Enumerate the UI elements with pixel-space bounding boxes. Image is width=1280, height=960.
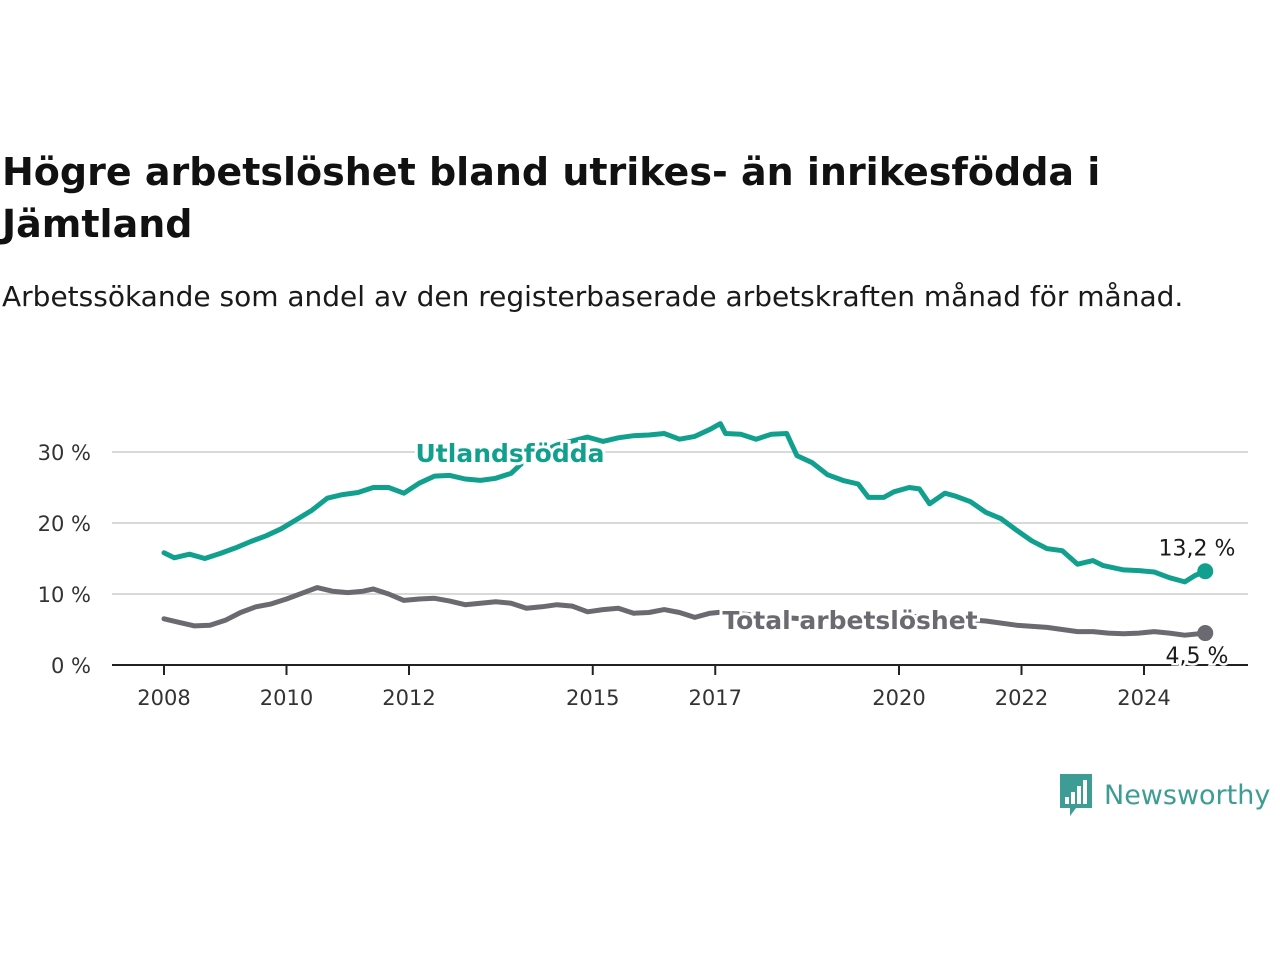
x-tick-label: 2020 bbox=[872, 686, 925, 710]
brand-logo: Newsworthy bbox=[1058, 772, 1270, 818]
x-tick-label: 2008 bbox=[137, 686, 190, 710]
chart-title: Högre arbetslöshet bland utrikes- än inr… bbox=[2, 150, 1101, 246]
y-tick-label: 10 % bbox=[38, 583, 91, 607]
y-tick-label: 20 % bbox=[38, 512, 91, 536]
utlandsfodda-series-label: Utlandsfödda bbox=[416, 439, 605, 468]
y-tick-label: 30 % bbox=[38, 441, 91, 465]
x-tick-label: 2012 bbox=[382, 686, 435, 710]
total-arbetsloshet-line bbox=[161, 585, 1208, 638]
x-tick-label: 2015 bbox=[566, 686, 619, 710]
utlandsfodda-end-label: 13,2 % bbox=[1159, 536, 1236, 561]
total-arbetsloshet-end-point bbox=[1197, 625, 1214, 642]
newsworthy-logo-icon bbox=[1060, 774, 1092, 816]
x-tick-label: 2024 bbox=[1117, 686, 1170, 710]
brand-name: Newsworthy bbox=[1104, 779, 1271, 811]
x-tick-label: 2017 bbox=[689, 686, 742, 710]
line-chart: 0 % 10 % 20 % 30 % 2008 2010 2012 2015 2017 2020 2… bbox=[38, 421, 1248, 710]
y-tick-label: 0 % bbox=[51, 654, 91, 678]
chart-subtitle: Arbetssökande som andel av den registerb… bbox=[2, 280, 1184, 313]
total-arbetsloshet-end-label: 4,5 % bbox=[1166, 644, 1229, 669]
x-tick-label: 2022 bbox=[995, 686, 1048, 710]
x-tick-label: 2010 bbox=[260, 686, 313, 710]
utlandsfodda-end-point bbox=[1197, 563, 1214, 580]
total-arbetsloshet-series-label: Total arbetslöshet bbox=[722, 606, 977, 635]
utlandsfodda-line bbox=[161, 421, 1208, 585]
